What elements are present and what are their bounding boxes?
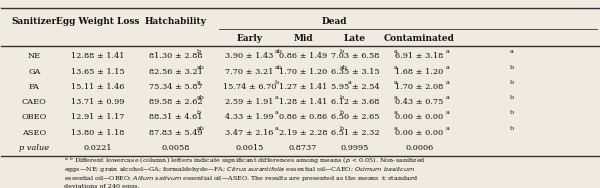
Text: 7.70 ± 3.21: 7.70 ± 3.21 [225,68,274,76]
Text: 2.19 ± 2.28: 2.19 ± 2.28 [279,129,327,137]
Text: a: a [394,110,397,115]
Text: essential oil—OBEO; $\it{Allium\ sativum}$ essential oil—ASEO. The results are p: essential oil—OBEO; $\it{Allium\ sativum… [64,174,418,183]
Text: b: b [197,110,201,115]
Text: a: a [348,80,352,85]
Text: 12.88 ± 1.41: 12.88 ± 1.41 [71,52,125,60]
Text: GA: GA [28,68,40,76]
Text: b: b [340,95,344,100]
Text: a: a [197,80,201,85]
Text: Egg Weight Loss: Egg Weight Loss [56,17,140,26]
Text: b: b [340,110,344,115]
Text: a: a [394,80,397,85]
Text: 0.00 ± 0.00: 0.00 ± 0.00 [395,114,443,121]
Text: 2.59 ± 1.91: 2.59 ± 1.91 [225,98,274,106]
Text: 4.33 ± 1.99: 4.33 ± 1.99 [225,114,274,121]
Text: 1.27 ± 1.41: 1.27 ± 1.41 [279,83,327,91]
Text: 12.91 ± 1.17: 12.91 ± 1.17 [71,114,125,121]
Text: a: a [446,64,449,70]
Text: 75.34 ± 5.87: 75.34 ± 5.87 [149,83,203,91]
Text: b: b [510,110,514,115]
Text: 88.31 ± 4.61: 88.31 ± 4.61 [149,114,202,121]
Text: ab: ab [197,64,205,70]
Text: a: a [446,126,449,131]
Text: 1.68 ± 1.20: 1.68 ± 1.20 [395,68,443,76]
Text: 15.11 ± 1.46: 15.11 ± 1.46 [71,83,125,91]
Text: Mid: Mid [293,34,313,43]
Text: 0.9995: 0.9995 [341,143,369,152]
Text: deviations of 240 eggs.: deviations of 240 eggs. [64,184,139,188]
Text: 3.47 ± 2.16: 3.47 ± 2.16 [225,129,274,137]
Text: 1.70 ± 2.08: 1.70 ± 2.08 [395,83,443,91]
Text: 0.00 ± 0.00: 0.00 ± 0.00 [395,129,443,137]
Text: b: b [510,80,514,85]
Text: 0.0058: 0.0058 [161,143,190,152]
Text: ab: ab [340,64,348,70]
Text: 6.35 ± 3.15: 6.35 ± 3.15 [331,68,379,76]
Text: 13.71 ± 0.99: 13.71 ± 0.99 [71,98,125,106]
Text: 0.0015: 0.0015 [235,143,263,152]
Text: 6.51 ± 2.32: 6.51 ± 2.32 [331,129,379,137]
Text: 89.58 ± 2.62: 89.58 ± 2.62 [149,98,203,106]
Text: p value: p value [19,143,49,152]
Text: $^{a,b}$ Different lowercase (column) letters indicate significant differences a: $^{a,b}$ Different lowercase (column) le… [64,156,426,166]
Text: 13.65 ± 1.15: 13.65 ± 1.15 [71,68,125,76]
Text: a: a [275,95,278,100]
Text: a: a [446,95,449,100]
Text: FA: FA [29,83,40,91]
Text: a: a [394,49,397,54]
Text: 6.50 ± 2.65: 6.50 ± 2.65 [331,114,379,121]
Text: 6.91 ± 3.18: 6.91 ± 3.18 [395,52,443,60]
Text: a: a [446,49,449,54]
Text: a: a [275,110,278,115]
Text: ab: ab [275,49,283,54]
Text: Early: Early [236,34,262,43]
Text: OBEO: OBEO [22,114,47,121]
Text: a: a [446,110,449,115]
Text: Sanitizer: Sanitizer [11,17,57,26]
Text: b: b [340,49,344,54]
Text: b: b [197,49,201,54]
Text: b: b [340,126,344,131]
Text: 5.95 ± 2.54: 5.95 ± 2.54 [331,83,379,91]
Text: a: a [510,49,514,54]
Text: 87.83 ± 5.49: 87.83 ± 5.49 [149,129,203,137]
Text: 82.56 ± 3.21: 82.56 ± 3.21 [149,68,203,76]
Text: a: a [446,80,449,85]
Text: 1.28 ± 1.41: 1.28 ± 1.41 [279,98,327,106]
Text: Hatchability: Hatchability [145,17,207,26]
Text: 0.86 ± 0.86: 0.86 ± 0.86 [279,114,327,121]
Text: b: b [510,126,514,131]
Text: 3.90 ± 1.43: 3.90 ± 1.43 [225,52,274,60]
Text: a: a [394,126,397,131]
Text: a: a [275,126,278,131]
Text: b: b [510,64,514,70]
Text: 0.0006: 0.0006 [406,143,434,152]
Text: ab: ab [197,126,205,131]
Text: ab: ab [197,95,205,100]
Text: 81.30 ± 2.88: 81.30 ± 2.88 [149,52,203,60]
Text: 7.03 ± 6.58: 7.03 ± 6.58 [331,52,379,60]
Text: b: b [510,95,514,100]
Text: Late: Late [344,34,366,43]
Text: 6.12 ± 3.68: 6.12 ± 3.68 [331,98,379,106]
Text: CAEO: CAEO [22,98,47,106]
Text: 0.8737: 0.8737 [289,143,317,152]
Text: 1.70 ± 1.20: 1.70 ± 1.20 [279,68,327,76]
Text: 0.0221: 0.0221 [84,143,112,152]
Text: 13.80 ± 1.18: 13.80 ± 1.18 [71,129,125,137]
Text: ab: ab [275,64,283,70]
Text: NE: NE [28,52,41,60]
Text: 0.86 ± 1.49: 0.86 ± 1.49 [279,52,327,60]
Text: ASEO: ASEO [22,129,46,137]
Text: 15.74 ± 6.70: 15.74 ± 6.70 [223,83,276,91]
Text: b: b [275,80,279,85]
Text: Dead: Dead [322,17,347,26]
Text: eggs—NE; grain alcohol—GA; formaldehyde—FA; $\it{Citrus\ aurantifolia}$ essentia: eggs—NE; grain alcohol—GA; formaldehyde—… [64,165,415,174]
Text: Contaminated: Contaminated [384,34,455,43]
Text: a: a [394,64,397,70]
Text: a: a [394,95,397,100]
Text: 0.43 ± 0.75: 0.43 ± 0.75 [395,98,443,106]
